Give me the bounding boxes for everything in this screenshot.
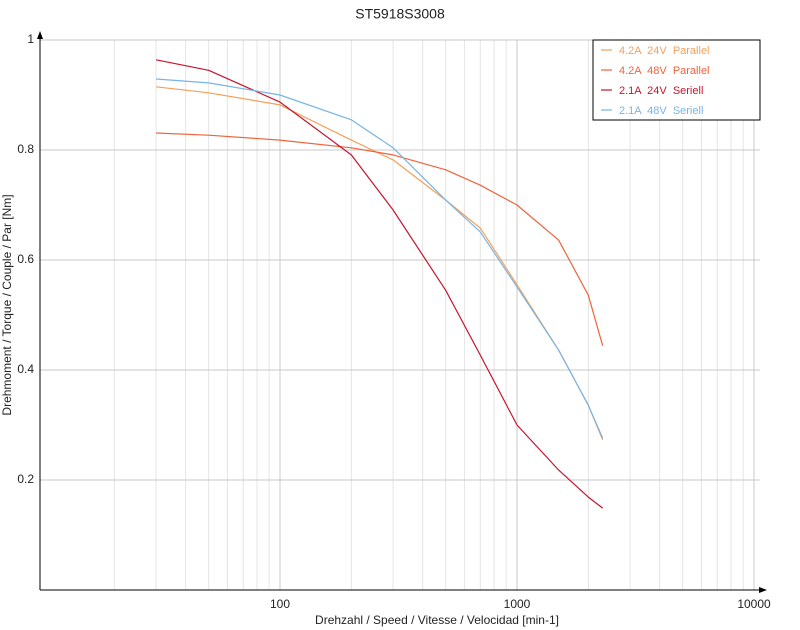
legend	[592, 39, 761, 121]
x-tick-label: 100	[270, 597, 290, 611]
x-tick-label: 10000	[737, 597, 771, 611]
y-tick-label: 0.6	[17, 252, 34, 266]
legend-label: 4.2A 24V Parallel	[619, 45, 710, 57]
series-line	[156, 78, 604, 439]
y-axis-label: Drehmoment / Torque / Couple / Par [Nm]	[0, 194, 14, 415]
legend-label: 4.2A 48V Parallel	[619, 65, 710, 77]
series-line	[156, 132, 604, 346]
x-axis-label: Drehzahl / Speed / Vitesse / Velocidad […	[315, 613, 559, 627]
series-line	[155, 59, 604, 509]
plot	[155, 59, 604, 509]
x-tick-label: 1000	[504, 597, 531, 611]
legend-items: 4.2A 24V Parallel 4.2A 48V Parallel 2.1A 2…	[601, 45, 710, 117]
chart-title: ST5918S3008	[355, 6, 445, 22]
y-tick-label: 0.2	[17, 472, 34, 486]
y-tick-label: 0.4	[17, 362, 34, 376]
y-tick-label: 0.8	[17, 142, 34, 156]
legend-label: 2.1A 24V Seriell	[619, 85, 703, 97]
series-line	[156, 86, 604, 441]
y-tick-label: 1	[27, 32, 34, 46]
grid	[40, 39, 760, 590]
legend-label: 2.1A 48V Seriell	[619, 105, 703, 117]
